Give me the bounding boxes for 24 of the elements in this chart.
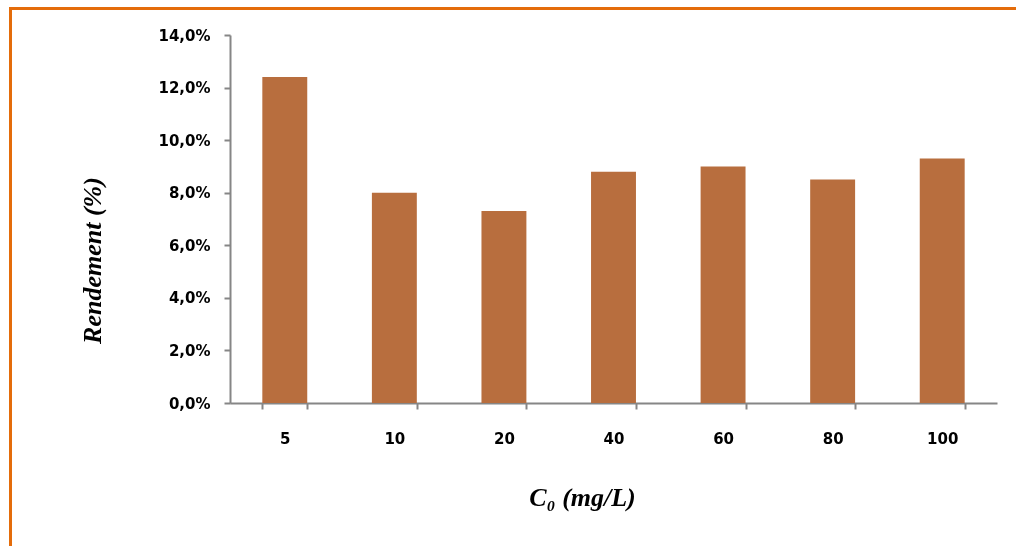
y-tick-label: 6,0%	[168, 236, 211, 255]
x-tick-label: 100	[927, 429, 959, 448]
x-tick-label: 60	[713, 429, 735, 448]
y-tick-label: 10,0%	[158, 131, 211, 150]
x-tick-label: 10	[384, 429, 406, 448]
y-tick-label: 14,0%	[158, 26, 211, 45]
y-tick-label: 8,0%	[168, 184, 211, 203]
y-tick-label: 4,0%	[168, 289, 211, 308]
bar	[700, 166, 746, 403]
bar	[919, 158, 965, 403]
y-axis-title: Rendement (%)	[77, 177, 107, 345]
x-axis-title: C₀ (mg/L)	[529, 482, 636, 512]
x-tick-label: 80	[822, 429, 844, 448]
y-tick-label: 2,0%	[168, 341, 211, 360]
bar	[810, 179, 856, 403]
x-tick-label: 20	[493, 429, 515, 448]
bar	[591, 171, 636, 403]
x-tick-label: 5	[280, 429, 291, 448]
bar	[481, 211, 527, 403]
y-tick-label: 0,0%	[168, 394, 211, 413]
y-tick-label: 12,0%	[158, 79, 211, 98]
bar	[262, 77, 308, 403]
x-tick-label: 40	[603, 429, 625, 448]
bar	[371, 192, 417, 403]
